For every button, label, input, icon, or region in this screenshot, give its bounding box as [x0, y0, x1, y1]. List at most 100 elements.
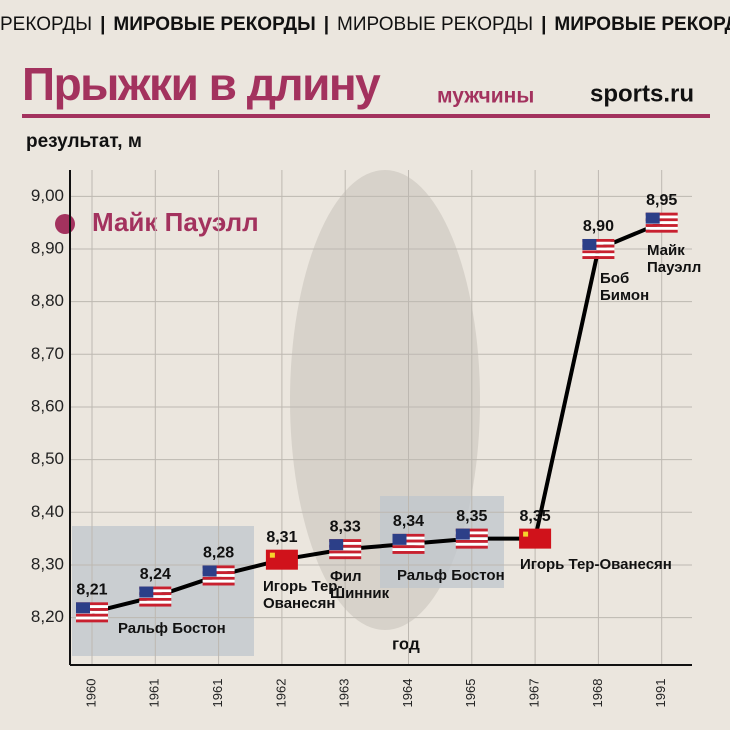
- flag-stripe: [455, 542, 488, 546]
- flag-stripe: [645, 226, 678, 230]
- flag-stripe: [139, 597, 172, 601]
- flag-stripe: [582, 250, 615, 254]
- flag-stripe: [455, 537, 488, 541]
- flag-canton: [582, 238, 597, 250]
- flag-stripe: [202, 571, 235, 575]
- x-tick-label: 1967: [527, 679, 542, 708]
- flag-stripe: [202, 574, 235, 577]
- athlete-label: Игорь Тер-Ованесян: [263, 578, 343, 612]
- flag-stripe: [329, 542, 362, 545]
- value-label: 8,31: [266, 529, 297, 546]
- flag-stripe: [455, 540, 488, 543]
- flag-emblem: [269, 552, 275, 558]
- legend-marker: [55, 214, 75, 234]
- flag-canton: [455, 528, 470, 540]
- chart-subtitle: мужчины: [437, 85, 534, 108]
- value-label: 8,90: [583, 218, 614, 235]
- flag-stripe: [139, 595, 172, 598]
- x-tick-label: 1991: [653, 679, 668, 708]
- flag-stripe: [645, 218, 678, 222]
- athlete-label: Игорь Тер-Ованесян: [520, 556, 672, 573]
- data-line: [91, 220, 663, 615]
- legend-label: Майк Пауэлл: [92, 207, 259, 237]
- flag-stripe: [455, 528, 488, 532]
- separator: |: [541, 14, 547, 35]
- x-tick-label: 1963: [337, 679, 352, 708]
- flag-stripe: [329, 539, 362, 543]
- flag-stripe: [139, 586, 172, 590]
- flag-stripe: [455, 545, 488, 549]
- flag-stripe: [139, 592, 172, 596]
- flag-marker: [392, 533, 425, 554]
- y-axis-label: результат, м: [26, 131, 142, 152]
- flag-stripe: [329, 550, 362, 554]
- value-label: 8,34: [393, 513, 424, 530]
- flag-stripe: [645, 221, 678, 225]
- value-label: 8,33: [330, 518, 361, 535]
- flag-stripe: [645, 229, 678, 233]
- flag-marker: [265, 549, 298, 570]
- flag-stripe: [455, 531, 488, 535]
- flag-marker: [202, 565, 235, 586]
- flag-stripe: [392, 539, 425, 543]
- flag-canton: [392, 533, 407, 545]
- value-label: 8,35: [456, 508, 487, 525]
- flag-stripe: [582, 253, 615, 257]
- x-tick-label: 1961: [147, 679, 162, 708]
- flag-stripe: [329, 547, 362, 551]
- flag-stripe: [582, 256, 615, 259]
- flag-marker: [76, 602, 108, 623]
- header-item: МИРОВЫЕ РЕКОРДЫ: [113, 14, 316, 35]
- value-label: 8,35: [520, 508, 551, 525]
- flag-stripe: [76, 602, 108, 606]
- flag-stripe: [202, 565, 235, 569]
- flag-canton: [329, 539, 344, 551]
- x-tick-label: 1960: [83, 679, 98, 708]
- x-tick-label: 1968: [590, 679, 605, 708]
- x-tick-label: 1965: [463, 679, 478, 708]
- flag-stripe: [76, 616, 108, 620]
- flag-marker: [645, 212, 678, 233]
- title-rule: [22, 114, 710, 118]
- flag-stripe: [582, 247, 615, 251]
- athlete-label: Боб Бимон: [600, 270, 650, 304]
- y-tick-label: 8,20: [31, 607, 64, 626]
- header-strip: РЕКОРДЫ | МИРОВЫЕ РЕКОРДЫ | МИРОВЫЕ РЕКОРДЫ |…: [0, 0, 730, 50]
- value-label: 8,24: [140, 566, 171, 583]
- x-tick-label: 1964: [400, 679, 415, 708]
- flag-canton: [202, 565, 217, 577]
- flag-stripe: [329, 553, 362, 557]
- flag-stripe: [139, 603, 172, 607]
- flag-stripe: [392, 536, 425, 540]
- flag-stripe: [582, 244, 615, 248]
- flag-stripe: [76, 608, 108, 611]
- flag-stripe: [139, 600, 172, 604]
- flag-canton: [76, 602, 90, 614]
- flag-stripe: [392, 551, 425, 554]
- y-tick-label: 8,70: [31, 344, 64, 363]
- flag-stripe: [582, 241, 615, 245]
- header-item: МИРОВЫЕ РЕКОРД: [554, 14, 730, 35]
- athlete-label: Майк Пауэлл: [647, 242, 702, 276]
- value-label: 8,95: [646, 192, 677, 209]
- flag-stripe: [76, 605, 108, 609]
- flag-stripe: [645, 212, 678, 216]
- flag-stripe: [329, 544, 362, 548]
- flag-stripe: [139, 589, 172, 593]
- flag-stripe: [392, 545, 425, 549]
- flag-stripe: [202, 582, 235, 586]
- flag-marker: [329, 539, 362, 560]
- y-tick-label: 8,60: [31, 396, 64, 415]
- flag-marker: [519, 528, 552, 549]
- y-tick-label: 8,80: [31, 291, 64, 310]
- flag-stripe: [76, 619, 108, 623]
- value-label: 8,28: [203, 545, 234, 562]
- value-label: 8,21: [76, 582, 107, 599]
- flag-stripe: [76, 613, 108, 617]
- athlete-label: Фил Шинник: [330, 568, 390, 602]
- brand: sports.ru: [590, 80, 694, 107]
- flag-canton: [645, 212, 660, 224]
- flag-stripe: [76, 610, 108, 614]
